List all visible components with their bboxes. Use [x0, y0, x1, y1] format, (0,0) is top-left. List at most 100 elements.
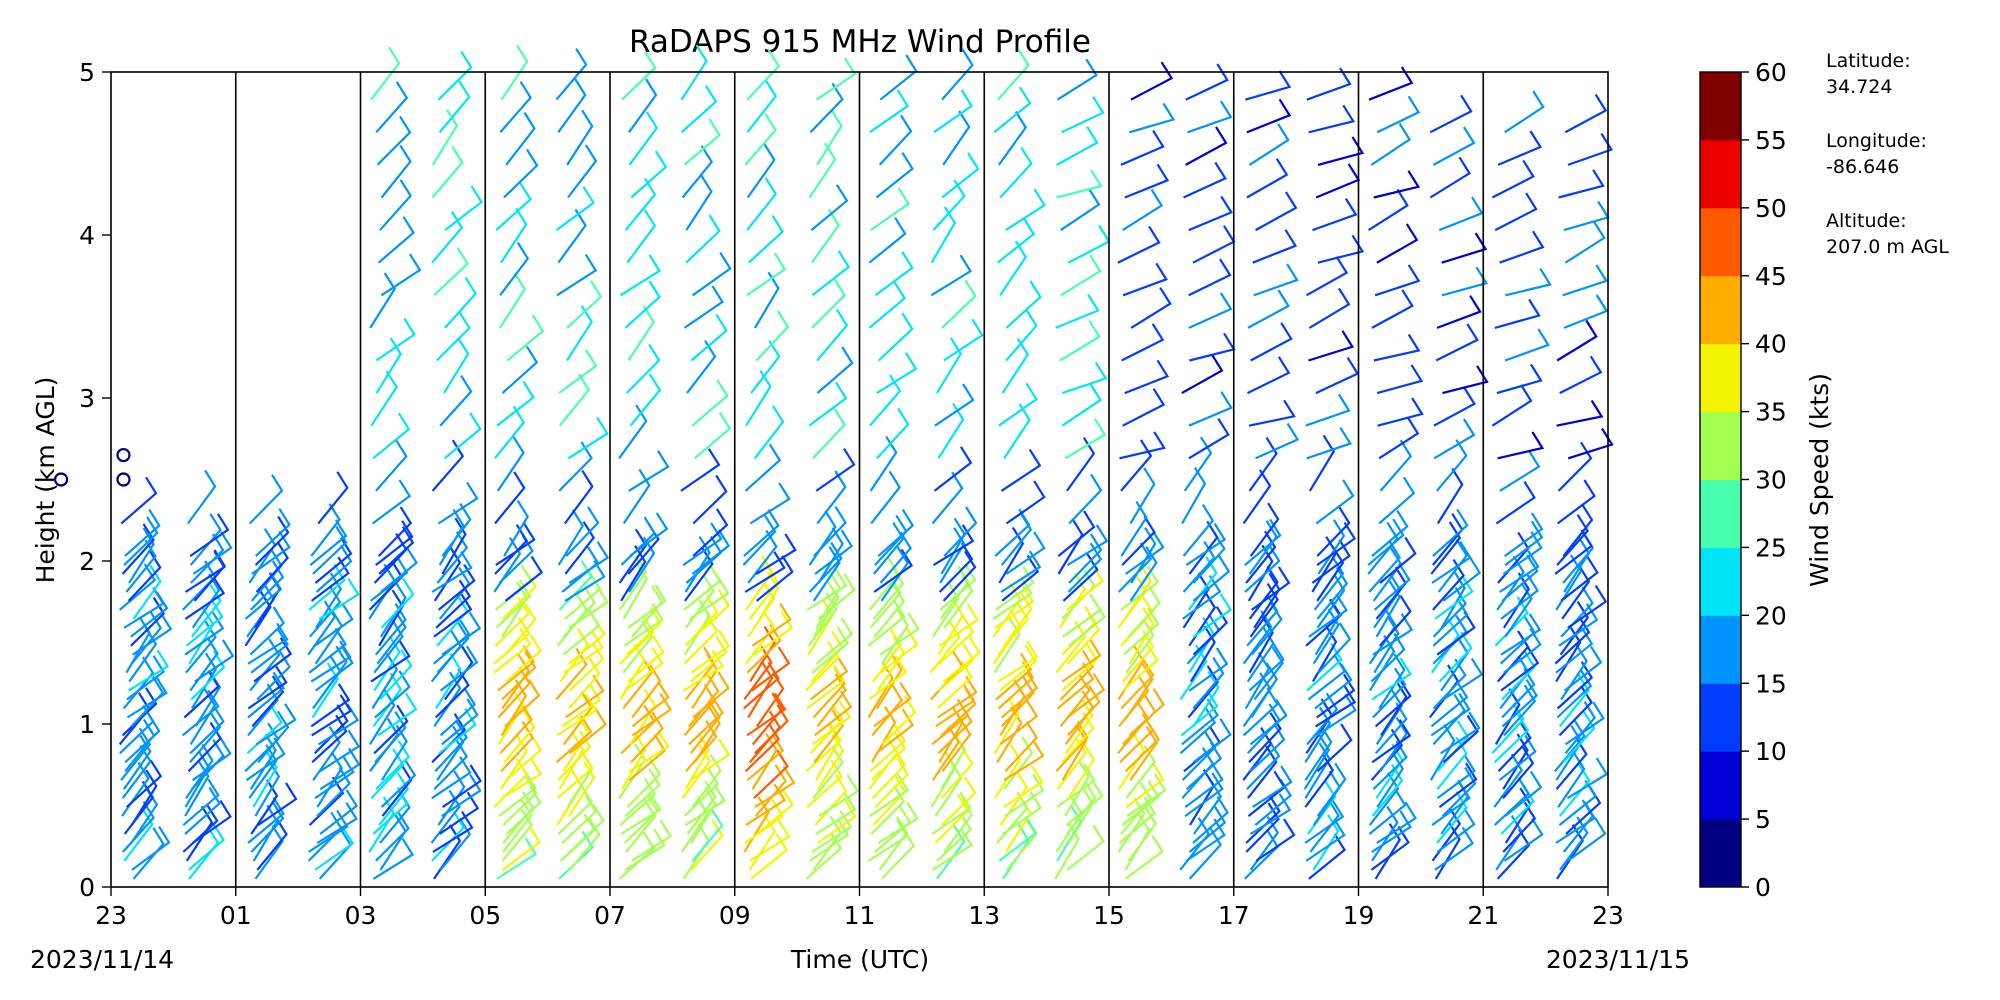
wind-barb — [691, 529, 731, 575]
wind-barb — [1432, 587, 1467, 638]
wind-barb — [935, 684, 976, 728]
wind-barb — [308, 585, 342, 638]
wind-barb — [1442, 365, 1489, 395]
wind-barb — [312, 525, 348, 575]
wind-barb — [816, 109, 843, 166]
wind-barb — [1061, 606, 1097, 656]
wind-barb — [558, 560, 593, 611]
wind-barb — [441, 517, 467, 575]
colorbar-segment — [1700, 479, 1741, 548]
wind-barb — [680, 797, 709, 853]
wind-barb — [1117, 542, 1153, 593]
wind-barb — [937, 402, 965, 459]
wind-barb — [1004, 721, 1039, 773]
wind-barb — [121, 523, 155, 575]
wind-barb — [1371, 509, 1409, 557]
wind-barb — [314, 646, 354, 692]
wind-barb — [680, 44, 708, 101]
wind-barb — [940, 747, 974, 799]
wind-barb — [1129, 467, 1156, 525]
wind-barb — [503, 710, 536, 764]
colorbar-tick-label: 0 — [1755, 873, 1771, 902]
wind-barb — [1496, 828, 1531, 880]
wind-barb — [1061, 724, 1088, 781]
wind-barb — [371, 479, 412, 525]
wind-barb — [308, 627, 347, 674]
colorbar-segment — [1700, 751, 1741, 820]
wind-barb — [807, 592, 838, 647]
wind-barb — [684, 732, 710, 790]
wind-barb — [816, 673, 847, 728]
wind-barb — [749, 482, 791, 525]
wind-barb — [1432, 598, 1469, 647]
wind-barb — [748, 814, 776, 871]
x-tick-label: 01 — [220, 901, 252, 930]
wind-barb — [564, 674, 605, 719]
wind-barb — [187, 469, 217, 525]
wind-barb — [691, 809, 724, 862]
wind-barb — [1371, 810, 1412, 853]
wind-barb — [1554, 529, 1593, 575]
hour-divider-lines — [234, 72, 1485, 887]
wind-barb — [881, 695, 917, 746]
wind-barb — [744, 551, 786, 593]
wind-barb — [750, 340, 781, 394]
wind-barb — [680, 448, 721, 492]
wind-barb — [942, 636, 981, 683]
wind-barb — [1253, 263, 1299, 297]
wind-barb — [816, 308, 849, 362]
wind-barb — [118, 563, 157, 611]
wind-barb — [1185, 126, 1228, 166]
wind-barb — [123, 516, 159, 566]
wind-barb — [130, 769, 158, 826]
wind-barb — [992, 582, 1022, 638]
wind-barb — [1125, 662, 1154, 719]
wind-barb — [1494, 298, 1541, 329]
wind-barb — [1373, 170, 1421, 199]
wind-barb — [568, 585, 609, 629]
wind-barb — [376, 610, 407, 665]
wind-barb — [370, 639, 411, 683]
wind-barb — [431, 756, 472, 800]
wind-barb — [437, 50, 473, 101]
wind-barb — [558, 349, 598, 394]
wind-barb — [870, 470, 901, 525]
wind-barb — [996, 791, 1029, 844]
wind-barb — [872, 566, 905, 620]
wind-barb — [1564, 221, 1606, 264]
wind-barb — [1182, 504, 1215, 557]
wind-barb — [564, 469, 594, 525]
wind-barb — [1563, 294, 1609, 329]
wind-barb — [1005, 531, 1046, 575]
wind-barb — [565, 506, 600, 557]
x-tick-label: 09 — [719, 901, 751, 930]
wind-barb — [813, 709, 844, 763]
wind-barb — [754, 405, 785, 459]
wind-barb — [318, 577, 360, 620]
wind-barb — [942, 110, 971, 166]
colorbar-segment — [1700, 819, 1741, 888]
wind-barb — [805, 641, 840, 692]
y-tick-label: 1 — [79, 710, 95, 739]
wind-barb — [558, 733, 585, 790]
wind-barb — [1068, 473, 1103, 525]
wind-barb — [809, 703, 844, 755]
wind-barb — [994, 508, 1031, 557]
wind-barb — [1064, 418, 1107, 460]
wind-barb — [999, 699, 1039, 746]
colorbar-tick-label: 50 — [1755, 194, 1787, 223]
wind-barb — [318, 645, 348, 701]
wind-barb — [1371, 657, 1412, 701]
wind-barb — [747, 215, 785, 264]
wind-barb — [1067, 524, 1109, 567]
x-tick-label: 05 — [469, 901, 501, 930]
wind-barb — [1562, 711, 1596, 764]
wind-barb — [755, 672, 785, 728]
wind-barb — [190, 584, 222, 638]
wind-barb — [310, 683, 351, 728]
wind-barb — [132, 827, 165, 880]
wind-barb — [1435, 439, 1468, 492]
wind-barb — [380, 758, 417, 808]
wind-barb — [1248, 643, 1285, 692]
wind-barb — [192, 737, 232, 782]
